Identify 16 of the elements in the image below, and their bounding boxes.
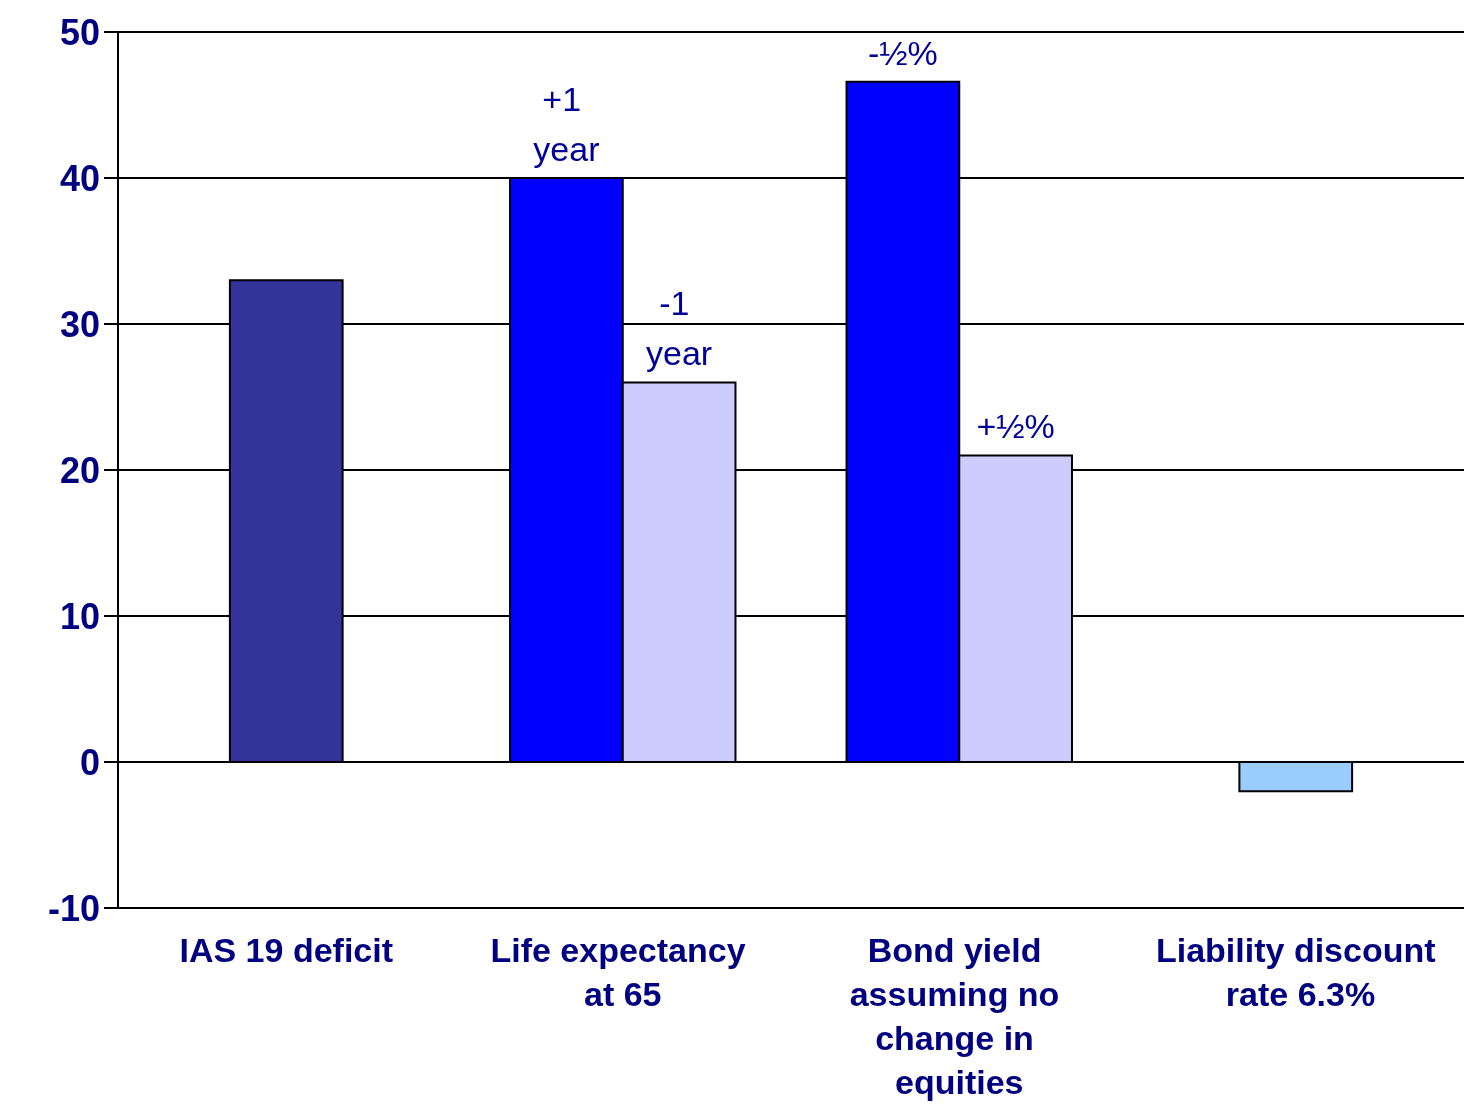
x-tick-label: Life expectancy at 65: [490, 931, 756, 1013]
x-tick-label: Liability discount rate 6.3%: [1155, 931, 1436, 1013]
annotation: +½%: [976, 407, 1055, 446]
annotation: -1 year: [646, 284, 713, 373]
y-tick-label: 20: [59, 449, 100, 491]
x-tick-label: Bond yield assuming no change in equities: [849, 931, 1069, 1101]
y-tick-label: 40: [59, 157, 100, 199]
y-tick-label: 50: [59, 11, 100, 53]
annotation: +1 year: [533, 80, 600, 168]
x-tick-label: IAS 19 deficit: [179, 931, 394, 969]
y-tick-label: 30: [59, 303, 100, 345]
bar: [1238, 761, 1354, 793]
y-tick-label: 0: [79, 741, 100, 783]
y-tick-label: 10: [59, 595, 100, 637]
y-tick-label: -10: [47, 887, 100, 929]
annotation: -½%: [867, 33, 938, 72]
